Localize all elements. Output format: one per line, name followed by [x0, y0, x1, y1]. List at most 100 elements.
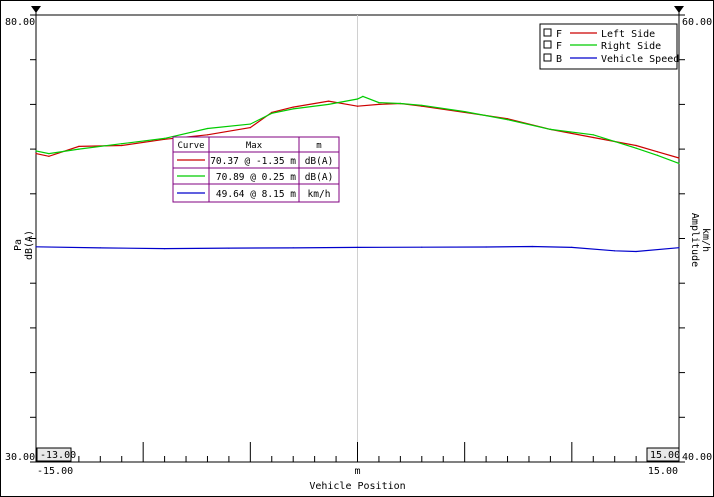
data-point-right-side — [356, 98, 359, 100]
x-axis-max-label: 15.00 — [648, 466, 678, 477]
data-point-vehicle-speed — [292, 247, 294, 249]
x-axis-ticks — [35, 442, 680, 462]
data-point-left-side — [48, 155, 50, 157]
data-point-right-side — [249, 123, 251, 125]
data-point-right-side — [164, 137, 166, 139]
data-point-left-side — [35, 153, 37, 155]
data-point-right-side — [78, 148, 80, 150]
legend: F Left Side F Right Side B Vehicle Speed — [539, 23, 679, 70]
cursor-left-value-box: -13.00 — [36, 447, 76, 462]
data-point-vehicle-speed — [635, 250, 637, 253]
data-point-left-side — [678, 157, 680, 159]
data-point-right-side — [48, 153, 50, 155]
data-point-vehicle-speed — [356, 246, 359, 248]
legend-box — [539, 23, 678, 70]
legend-item-vehicle-speed[interactable]: B Vehicle Speed — [543, 53, 679, 65]
data-point-vehicle-speed — [571, 246, 573, 248]
table-row-unit: km/h — [308, 189, 331, 200]
left-axis-bottom-label: 30.00 — [5, 452, 35, 463]
data-point-left-side — [635, 144, 637, 147]
x-axis-min-label: -15.00 — [37, 466, 73, 477]
legend-checkbox[interactable] — [543, 28, 552, 37]
data-point-left-side — [249, 127, 251, 129]
data-point-vehicle-speed — [35, 246, 37, 248]
series-group — [35, 95, 680, 253]
data-point-vehicle-speed — [99, 247, 101, 249]
data-point-right-side — [549, 128, 552, 130]
data-point-left-side — [121, 144, 123, 147]
cursor-right-value-box: 15.00 — [646, 447, 680, 462]
data-point-right-side — [421, 104, 423, 106]
max-table: Curve Max m 70.37 @ -1.35 m dB(A) 70.89 … — [172, 136, 340, 203]
data-point-vehicle-speed — [614, 250, 616, 252]
data-point-right-side — [592, 134, 594, 136]
data-point-right-side — [657, 154, 659, 156]
data-point-right-side — [362, 95, 364, 97]
table-header-unit: m — [316, 141, 321, 151]
data-point-right-side — [678, 162, 680, 164]
cursor-left[interactable] — [31, 6, 41, 462]
right-axis-ticks — [679, 14, 685, 463]
legend-item-left-side[interactable]: F Left Side — [543, 28, 655, 40]
data-point-vehicle-speed — [421, 246, 423, 248]
table-row-max: 70.37 @ -1.35 m — [210, 156, 296, 167]
legend-item-right-side[interactable]: F Right Side — [543, 40, 661, 52]
max-table-frame — [172, 136, 340, 203]
left-axis-title: Pa — [13, 239, 24, 251]
data-point-right-side — [328, 103, 330, 105]
legend-checkbox[interactable] — [543, 40, 552, 49]
x-axis-unit: m — [354, 466, 360, 477]
data-point-vehicle-speed — [531, 245, 533, 248]
right-axis-unit: km/h — [700, 228, 711, 252]
x-axis-title: Vehicle Position — [309, 481, 405, 492]
data-point-left-side — [356, 105, 359, 107]
data-point-vehicle-speed — [164, 248, 166, 250]
data-point-left-side — [592, 136, 594, 139]
data-point-right-side — [271, 112, 273, 114]
legend-flag: F — [556, 29, 562, 40]
cursor-right-value: 15.00 — [650, 450, 680, 461]
series-line-right-side — [35, 95, 680, 164]
data-point-vehicle-speed — [678, 247, 680, 249]
data-point-left-side — [206, 134, 209, 136]
data-point-right-side — [35, 150, 37, 152]
cursor-left-value: -13.00 — [40, 450, 76, 461]
right-axis-bottom-label: 40.00 — [682, 452, 712, 463]
data-point-right-side — [635, 147, 637, 149]
legend-label: Left Side — [601, 29, 655, 40]
data-point-right-side — [121, 143, 123, 145]
data-point-left-side — [378, 103, 380, 105]
table-header-max: Max — [246, 141, 263, 151]
right-axis-title: Amplitude — [689, 213, 700, 267]
legend-flag: B — [556, 54, 562, 65]
table-row-unit: dB(A) — [305, 156, 334, 167]
data-point-right-side — [464, 111, 466, 113]
data-point-right-side — [206, 127, 209, 130]
legend-checkbox[interactable] — [543, 53, 552, 62]
cursor-right[interactable] — [674, 6, 684, 462]
data-point-vehicle-speed — [485, 246, 487, 248]
data-point-vehicle-speed — [228, 247, 230, 249]
data-point-right-side — [399, 102, 401, 105]
left-axis-top-label: 80.00 — [5, 17, 35, 28]
right-axis-top-label: 60.00 — [682, 17, 712, 28]
left-axis-unit: dB(A) — [24, 230, 35, 260]
legend-label: Right Side — [601, 41, 661, 52]
data-point-left-side — [657, 151, 659, 153]
cursor-left-arrow-icon[interactable] — [31, 6, 41, 13]
table-row-unit: dB(A) — [305, 172, 334, 183]
data-point-left-side — [78, 145, 80, 147]
data-point-left-side — [292, 106, 294, 108]
data-point-right-side — [378, 102, 380, 104]
table-row-max: 70.89 @ 0.25 m — [216, 172, 296, 183]
legend-flag: F — [556, 41, 562, 52]
data-point-right-side — [292, 108, 294, 110]
table-row-max: 49.64 @ 8.15 m — [216, 189, 296, 200]
legend-label: Vehicle Speed — [601, 54, 679, 65]
left-axis-ticks — [30, 14, 36, 463]
data-point-left-side — [328, 100, 330, 102]
data-point-right-side — [506, 119, 509, 121]
cursor-right-arrow-icon[interactable] — [674, 6, 684, 13]
table-header-curve: Curve — [177, 141, 204, 151]
